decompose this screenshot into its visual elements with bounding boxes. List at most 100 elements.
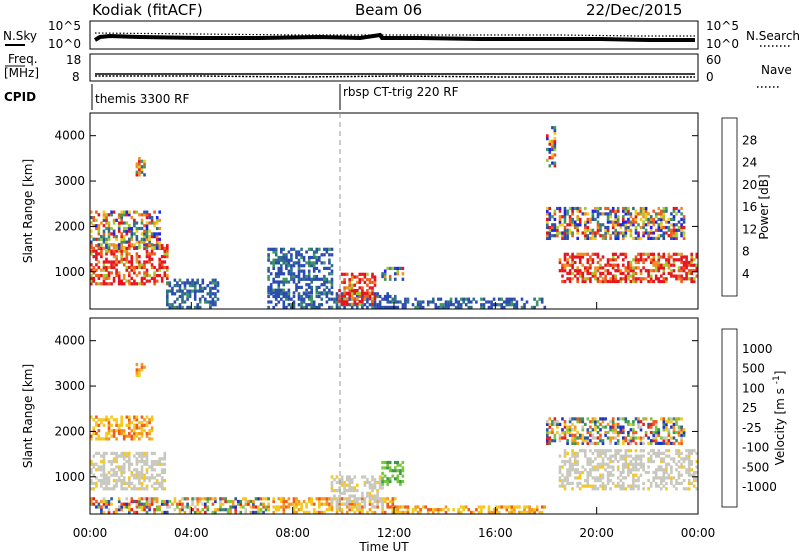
- data-cell: [216, 281, 220, 285]
- data-cell: [125, 252, 129, 256]
- data-cell: [401, 305, 405, 309]
- data-cell: [581, 470, 585, 475]
- data-cell: [90, 502, 93, 506]
- data-cell: [305, 510, 308, 514]
- data-cell: [277, 292, 281, 296]
- data-cell: [639, 473, 643, 477]
- data-cell: [682, 428, 686, 432]
- data-cell: [670, 420, 673, 424]
- data-cell: [340, 475, 344, 479]
- data-cell: [244, 510, 248, 514]
- data-cell: [107, 460, 111, 464]
- data-cell: [90, 415, 93, 419]
- data-cell: [112, 229, 116, 233]
- data-cell: [692, 269, 696, 273]
- data-cell: [97, 282, 101, 286]
- data-cell: [609, 212, 612, 216]
- data-cell: [667, 439, 671, 443]
- data-cell: [611, 263, 615, 267]
- data-cell: [100, 255, 103, 259]
- data-cell: [133, 476, 136, 480]
- data-cell: [140, 423, 144, 427]
- data-cell: [201, 508, 205, 512]
- data-cell: [652, 252, 655, 256]
- data-cell: [475, 300, 478, 304]
- data-cell: [348, 494, 351, 498]
- data-cell: [125, 226, 129, 231]
- data-cell: [117, 508, 121, 512]
- data-cell: [667, 430, 671, 435]
- data-cell: [361, 299, 364, 304]
- data-cell: [386, 460, 389, 465]
- data-cell: [576, 460, 579, 464]
- data-cell: [330, 497, 334, 501]
- data-cell: [135, 499, 139, 504]
- data-cell: [604, 228, 607, 232]
- data-cell: [581, 263, 585, 267]
- data-cell: [363, 297, 367, 301]
- data-cell: [584, 279, 587, 284]
- data-cell: [647, 271, 650, 275]
- data-cell: [568, 217, 572, 221]
- data-cell: [356, 505, 359, 509]
- data-cell: [312, 253, 316, 257]
- data-cell: [95, 255, 98, 259]
- data-cell: [652, 436, 655, 440]
- data-cell: [558, 484, 562, 488]
- data-cell: [616, 468, 620, 472]
- data-cell: [629, 422, 633, 426]
- data-cell: [373, 275, 377, 279]
- data-cell: [616, 417, 620, 421]
- data-cell: [90, 216, 93, 220]
- data-cell: [307, 258, 311, 262]
- data-cell: [563, 258, 567, 262]
- data-cell: [140, 159, 144, 163]
- data-cell: [606, 462, 610, 466]
- data-cell: [649, 449, 653, 453]
- data-cell: [657, 476, 661, 480]
- data-cell: [391, 469, 395, 473]
- data-cell: [619, 454, 623, 458]
- data-cell: [546, 134, 549, 138]
- data-cell: [553, 153, 557, 157]
- data-cell: [442, 508, 445, 512]
- data-cell: [548, 147, 552, 152]
- data-cell: [629, 215, 633, 219]
- data-cell: [558, 269, 562, 273]
- data-cell: [406, 297, 410, 301]
- data-cell: [102, 457, 106, 461]
- data-cell: [302, 258, 306, 262]
- data-cell: [576, 231, 579, 235]
- data-cell: [558, 468, 562, 472]
- data-cell: [148, 479, 151, 483]
- data-cell: [211, 303, 215, 307]
- data-cell: [204, 502, 207, 506]
- data-cell: [120, 465, 123, 469]
- data-cell: [198, 286, 202, 290]
- data-cell: [211, 497, 215, 501]
- data-cell: [295, 255, 298, 260]
- data-cell: [140, 221, 144, 225]
- data-cell: [419, 303, 422, 307]
- data-cell: [394, 297, 397, 301]
- data-cell: [601, 481, 605, 485]
- data-cell: [609, 215, 612, 219]
- data-cell: [269, 285, 273, 289]
- data-cell: [563, 217, 567, 221]
- data-cell: [404, 300, 407, 304]
- data-cell: [573, 441, 577, 445]
- data-cell: [687, 269, 691, 273]
- data-cell: [107, 421, 111, 425]
- data-cell: [662, 231, 666, 235]
- data-cell: [637, 454, 640, 458]
- data-cell: [356, 489, 359, 493]
- data-cell: [561, 231, 564, 235]
- data-cell: [358, 497, 362, 501]
- data-cell: [604, 468, 607, 472]
- data-cell: [563, 234, 567, 238]
- data-cell: [150, 276, 154, 280]
- data-cell: [622, 231, 625, 235]
- data-cell: [150, 460, 154, 464]
- data-cell: [634, 465, 638, 469]
- data-cell: [100, 246, 103, 250]
